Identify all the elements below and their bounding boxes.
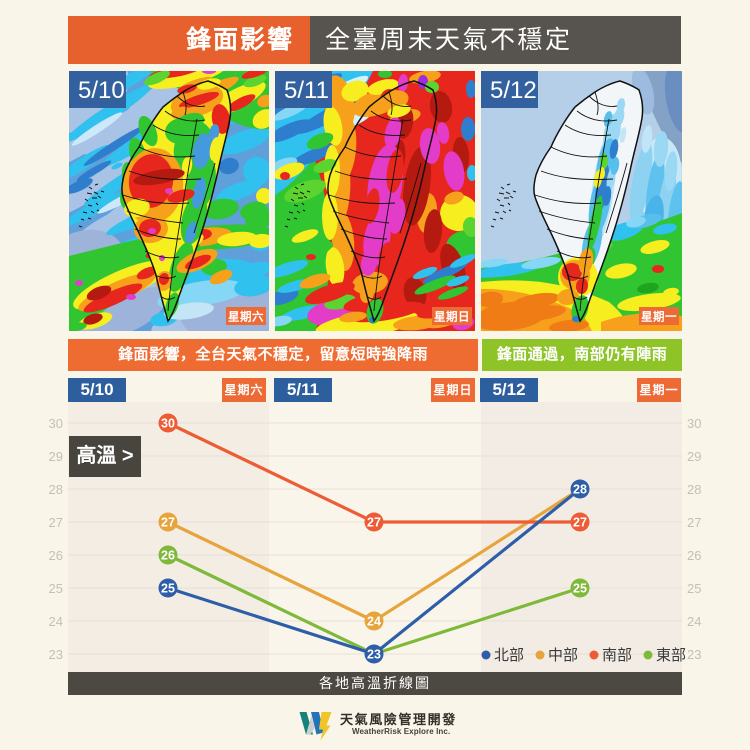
svg-text:27: 27	[687, 515, 701, 530]
svg-text:29: 29	[687, 449, 701, 464]
svg-text:5/12: 5/12	[490, 77, 537, 104]
svg-text:南部: 南部	[602, 647, 632, 664]
svg-text:26: 26	[687, 548, 701, 563]
svg-text:30: 30	[49, 416, 63, 431]
svg-text:星期一: 星期一	[641, 310, 677, 324]
svg-text:23: 23	[49, 647, 63, 662]
svg-text:27: 27	[573, 516, 587, 530]
svg-text:北部: 北部	[494, 647, 524, 664]
svg-text:東部: 東部	[656, 647, 686, 664]
svg-text:星期六: 星期六	[228, 310, 264, 324]
svg-text:29: 29	[49, 449, 63, 464]
svg-text:25: 25	[573, 582, 587, 596]
svg-text:28: 28	[687, 482, 701, 497]
svg-text:中部: 中部	[548, 647, 578, 664]
svg-text:26: 26	[49, 548, 63, 563]
svg-text:5/10: 5/10	[78, 77, 125, 104]
svg-text:28: 28	[573, 483, 587, 497]
svg-text:30: 30	[687, 416, 701, 431]
svg-text:26: 26	[161, 549, 175, 563]
svg-text:27: 27	[367, 516, 381, 530]
svg-text:27: 27	[49, 515, 63, 530]
svg-text:24: 24	[367, 615, 381, 629]
svg-text:30: 30	[161, 417, 175, 431]
svg-text:25: 25	[687, 581, 701, 596]
svg-text:5/11: 5/11	[284, 77, 329, 104]
svg-text:25: 25	[49, 581, 63, 596]
svg-text:23: 23	[687, 647, 701, 662]
svg-text:24: 24	[687, 614, 701, 629]
svg-text:28: 28	[49, 482, 63, 497]
svg-text:星期日: 星期日	[434, 310, 470, 324]
svg-text:27: 27	[161, 516, 175, 530]
svg-text:25: 25	[161, 582, 175, 596]
svg-text:23: 23	[367, 648, 381, 662]
svg-text:24: 24	[49, 614, 63, 629]
